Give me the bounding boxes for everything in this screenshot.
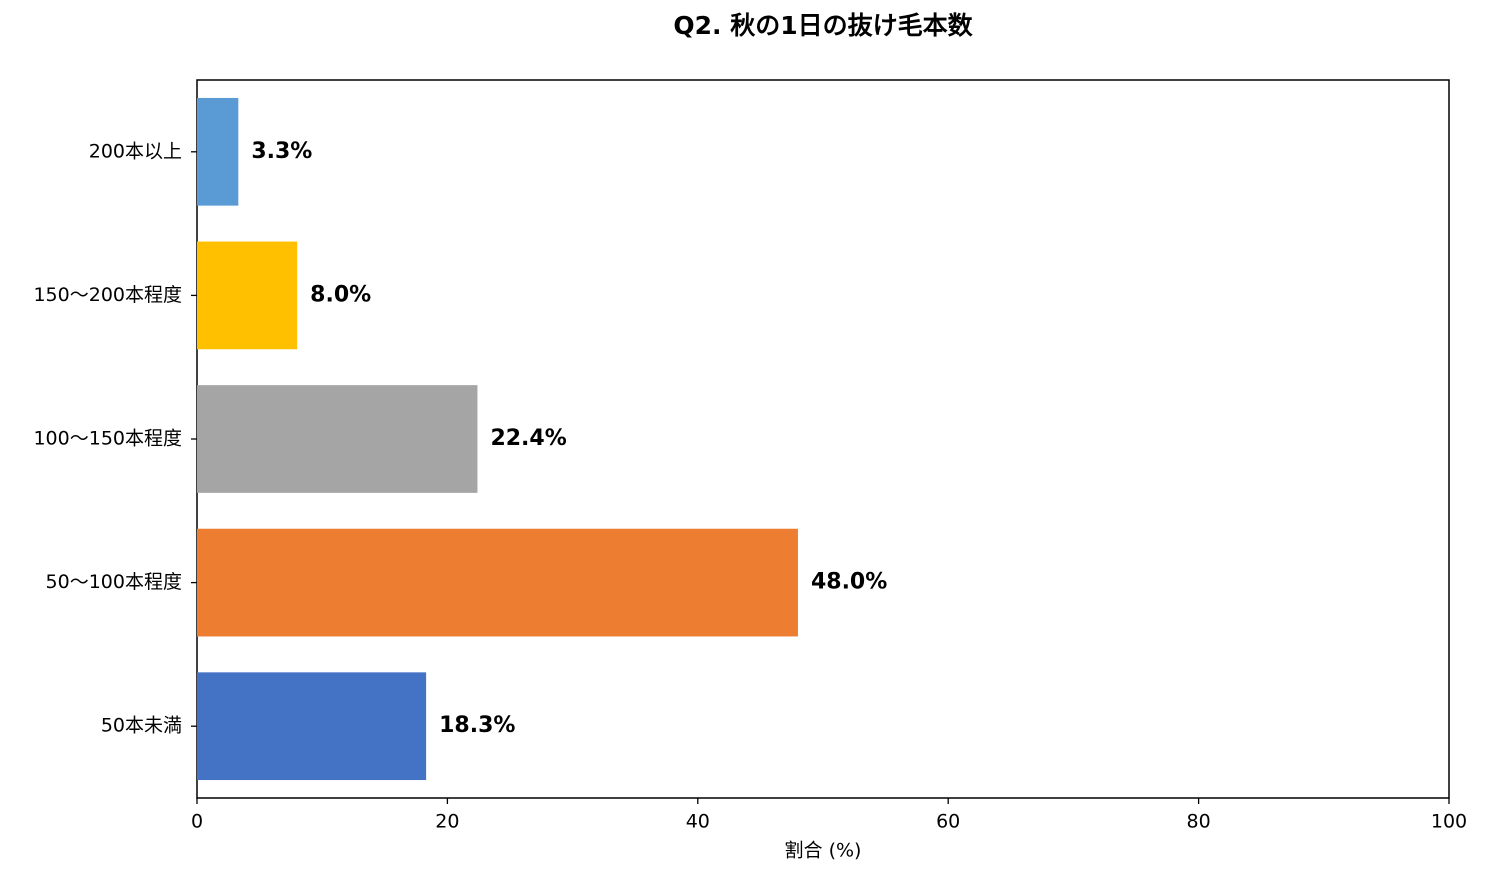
x-tick-label: 0 <box>191 811 203 833</box>
x-tick-label: 80 <box>1187 811 1211 833</box>
y-tick-label: 50〜100本程度 <box>46 571 182 593</box>
value-label: 22.4% <box>490 426 566 451</box>
y-tick-label: 150〜200本程度 <box>33 284 182 306</box>
value-label: 18.3% <box>439 713 515 738</box>
bar <box>197 528 798 637</box>
x-axis-label: 割合 (%) <box>785 840 862 862</box>
value-label: 48.0% <box>811 570 887 595</box>
bar <box>197 672 427 781</box>
x-tick-label: 40 <box>686 811 710 833</box>
y-tick-label: 50本未満 <box>101 715 182 737</box>
x-tick-label: 60 <box>936 811 960 833</box>
bar <box>197 241 298 350</box>
x-tick-label: 20 <box>435 811 459 833</box>
value-label: 8.0% <box>310 282 371 307</box>
y-tick-label: 200本以上 <box>89 140 182 162</box>
bar <box>197 385 478 493</box>
chart-title: Q2. 秋の1日の抜け毛本数 <box>673 11 973 40</box>
x-tick-label: 100 <box>1431 811 1467 833</box>
bar <box>197 97 239 206</box>
y-tick-label: 100〜150本程度 <box>33 428 182 450</box>
value-label: 3.3% <box>251 139 312 164</box>
